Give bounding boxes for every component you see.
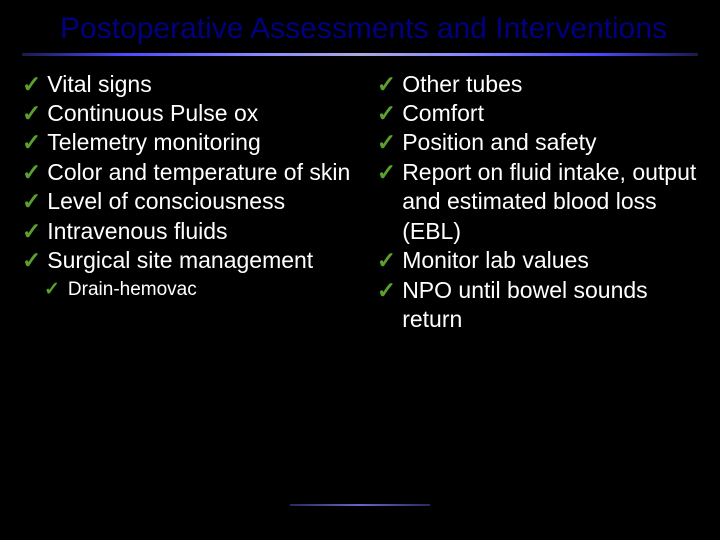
bullet-text: Vital signs — [47, 70, 151, 99]
bullet-text: Color and temperature of skin — [47, 158, 350, 187]
list-item: ✓ NPO until bowel sounds return — [377, 276, 698, 335]
checkmark-icon: ✓ — [22, 70, 41, 99]
list-item: ✓ Report on fluid intake, output and est… — [377, 158, 698, 246]
bullet-text: Surgical site management — [47, 246, 313, 275]
checkmark-icon: ✓ — [377, 70, 396, 99]
slide-title: Postoperative Assessments and Interventi… — [60, 12, 698, 47]
checkmark-icon: ✓ — [377, 99, 396, 128]
checkmark-icon: ✓ — [377, 158, 396, 187]
checkmark-icon: ✓ — [44, 278, 60, 303]
list-item: ✓ Position and safety — [377, 128, 698, 157]
right-column: ✓ Other tubes ✓ Comfort ✓ Position and s… — [377, 70, 698, 335]
divider — [22, 53, 698, 56]
checkmark-icon: ✓ — [22, 217, 41, 246]
checkmark-icon: ✓ — [377, 128, 396, 157]
divider-line — [22, 53, 698, 56]
bullet-text: Intravenous fluids — [47, 217, 227, 246]
checkmark-icon: ✓ — [377, 246, 396, 275]
list-item: ✓ Telemetry monitoring — [22, 128, 377, 157]
bullet-text: Level of consciousness — [47, 187, 285, 216]
list-item: ✓ Comfort — [377, 99, 698, 128]
bullet-text: Report on fluid intake, output and estim… — [402, 158, 698, 246]
bullet-text: Telemetry monitoring — [47, 128, 260, 157]
list-item: ✓ Intravenous fluids — [22, 217, 377, 246]
list-item: ✓ Color and temperature of skin — [22, 158, 377, 187]
bullet-text: Continuous Pulse ox — [47, 99, 258, 128]
checkmark-icon: ✓ — [22, 246, 41, 275]
bullet-text: Other tubes — [402, 70, 522, 99]
footer-divider — [290, 504, 430, 506]
checkmark-icon: ✓ — [22, 99, 41, 128]
bullet-text: Comfort — [402, 99, 484, 128]
checkmark-icon: ✓ — [377, 276, 396, 305]
bullet-text: NPO until bowel sounds return — [402, 276, 698, 335]
list-item: ✓ Vital signs — [22, 70, 377, 99]
bullet-text: Monitor lab values — [402, 246, 589, 275]
list-item: ✓ Surgical site management — [22, 246, 377, 275]
checkmark-icon: ✓ — [22, 128, 41, 157]
content-columns: ✓ Vital signs ✓ Continuous Pulse ox ✓ Te… — [22, 70, 698, 335]
checkmark-icon: ✓ — [22, 158, 41, 187]
checkmark-icon: ✓ — [22, 187, 41, 216]
list-item: ✓ Other tubes — [377, 70, 698, 99]
bullet-text: Position and safety — [402, 128, 596, 157]
left-column: ✓ Vital signs ✓ Continuous Pulse ox ✓ Te… — [22, 70, 377, 335]
sub-bullet-text: Drain-hemovac — [68, 278, 197, 303]
list-item: ✓ Continuous Pulse ox — [22, 99, 377, 128]
list-item: ✓ Monitor lab values — [377, 246, 698, 275]
sub-list-item: ✓ Drain-hemovac — [44, 278, 377, 303]
list-item: ✓ Level of consciousness — [22, 187, 377, 216]
slide: Postoperative Assessments and Interventi… — [0, 0, 720, 540]
